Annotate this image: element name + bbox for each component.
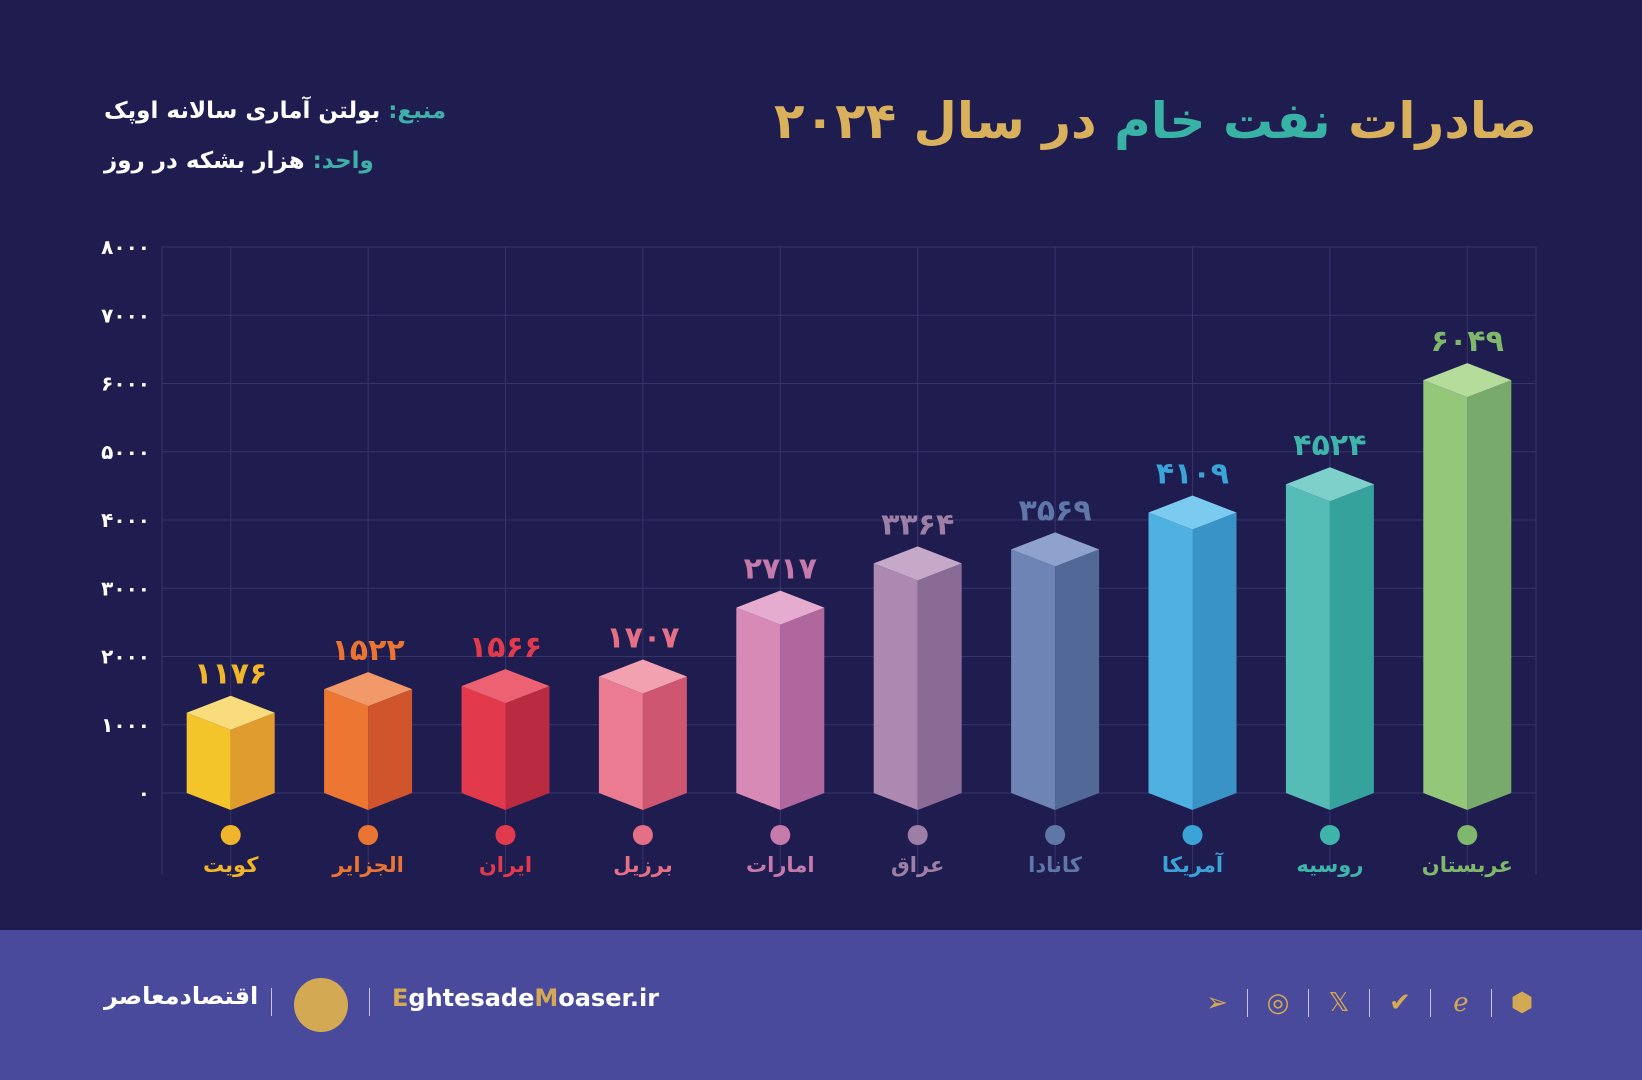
bar-left-face: [461, 686, 506, 810]
bar-value-label: ۴۵۲۴: [1293, 428, 1366, 463]
legend-dot: [495, 825, 516, 845]
category-label: کویت: [203, 853, 259, 877]
y-tick-label: ۰: [138, 781, 150, 805]
bar-chart: ۰ ۱۰۰۰ ۲۰۰۰ ۳۰۰۰ ۴۰۰۰ ۵۰۰۰ ۶۰۰۰ ۷۰۰۰ ۸۰۰۰ ۱۱۷۶ کوی…: [101, 235, 1537, 877]
bar-left-face: [1423, 380, 1468, 810]
category-label: روسیه: [1296, 853, 1363, 877]
telegram-icon[interactable]: ➢: [1206, 988, 1228, 1018]
bar-value-label: ۱۷۰۷: [606, 620, 679, 655]
bar-left-face: [324, 689, 369, 810]
rubika-icon[interactable]: ⬢: [1510, 988, 1534, 1018]
bar-top-face: [1285, 467, 1374, 502]
legend-dot: [1319, 825, 1340, 845]
bar-top-face: [1423, 363, 1512, 398]
bar-right-face: [1467, 380, 1512, 810]
bar-left-face: [598, 676, 643, 810]
bar-right-face: [505, 686, 550, 810]
divider: [369, 988, 370, 1016]
y-tick-label: ۷۰۰۰: [101, 303, 150, 327]
category-label: ایران: [479, 853, 532, 877]
website-link[interactable]: EghtesadeMoaser.ir: [392, 984, 660, 1012]
bar-value-label: ۳۵۶۹: [1018, 493, 1091, 528]
source-note: منبع: بولتن آماری سالانه اوپک: [104, 98, 447, 124]
y-tick-label: ۳۰۰۰: [101, 576, 150, 600]
bar-value-label: ۴۱۰۹: [1156, 457, 1229, 492]
bar-value-label: ۲۷۱۷: [744, 552, 817, 587]
bar-right-face: [368, 689, 413, 810]
legend-dot: [358, 825, 379, 845]
bar-top-face: [873, 546, 962, 581]
bar-value-label: ۱۵۲۲: [331, 633, 404, 668]
category-label: الجزایر: [331, 853, 403, 877]
bar-top-face: [324, 672, 413, 707]
legend-dot: [632, 825, 653, 845]
category-label: عراق: [891, 853, 944, 877]
footer: اقتصادمعاصر EghtesadeMoaser.ir ➢ ◎ 𝕏 ✔ ℯ…: [0, 930, 1642, 1080]
y-tick-label: ۸۰۰۰: [101, 235, 150, 259]
bar-right-face: [642, 676, 687, 810]
category-label: برزیل: [613, 853, 673, 877]
bar-right-face: [917, 563, 962, 810]
legend-dot: [220, 825, 241, 845]
legend-dot: [1182, 825, 1203, 845]
y-tick-label: ۱۰۰۰: [101, 713, 150, 737]
unit-note: واحد: هزار بشکه در روز: [104, 148, 374, 174]
bar-left-face: [1148, 512, 1193, 810]
social-icons: ➢ ◎ 𝕏 ✔ ℯ ⬢: [1187, 988, 1552, 1018]
bar-value-label: ۶۰۴۹: [1431, 324, 1504, 359]
bar-top-face: [598, 659, 687, 694]
bar-right-face: [1055, 549, 1100, 810]
y-tick-label: ۲۰۰۰: [101, 645, 150, 669]
category-label: عربستان: [1422, 853, 1513, 877]
bar-left-face: [1011, 549, 1056, 810]
bar-left-face: [1285, 484, 1330, 810]
y-tick-label: ۴۰۰۰: [101, 508, 150, 532]
bar-top-face: [1148, 495, 1237, 530]
bar-value-label: ۳۳۶۴: [881, 507, 954, 542]
brand-logo: [294, 978, 348, 1032]
bar-left-face: [736, 607, 781, 810]
bar-right-face: [230, 712, 275, 810]
bar-top-face: [461, 669, 550, 704]
bar-left-face: [873, 563, 918, 810]
bar-value-label: ۱۱۷۶: [194, 657, 267, 692]
legend-dot: [1045, 825, 1066, 845]
y-tick-label: ۵۰۰۰: [101, 440, 150, 464]
bar-right-face: [1192, 512, 1237, 810]
legend-dot: [907, 825, 928, 845]
x-icon[interactable]: 𝕏: [1328, 988, 1350, 1018]
bar-top-face: [1011, 532, 1100, 567]
eitaa-icon[interactable]: ℯ: [1453, 988, 1469, 1018]
bale-icon[interactable]: ✔: [1389, 988, 1411, 1018]
bar-left-face: [186, 712, 231, 810]
bar-top-face: [736, 590, 825, 625]
chart-title: صادرات نفت خام در سال ۲۰۲۴: [774, 92, 1537, 150]
legend-dot: [1457, 825, 1478, 845]
y-tick-label: ۶۰۰۰: [101, 372, 150, 396]
category-label: کانادا: [1028, 853, 1083, 877]
bar-right-face: [1329, 484, 1374, 810]
bar-value-label: ۱۵۶۶: [469, 630, 542, 665]
category-label: امارات: [746, 853, 814, 877]
category-label: آمریکا: [1162, 852, 1224, 877]
bar-top-face: [186, 695, 275, 730]
legend-dot: [770, 825, 791, 845]
divider: [271, 988, 272, 1016]
instagram-icon[interactable]: ◎: [1266, 988, 1290, 1018]
brand-name: اقتصادمعاصر: [104, 982, 259, 1010]
bar-right-face: [780, 607, 825, 810]
